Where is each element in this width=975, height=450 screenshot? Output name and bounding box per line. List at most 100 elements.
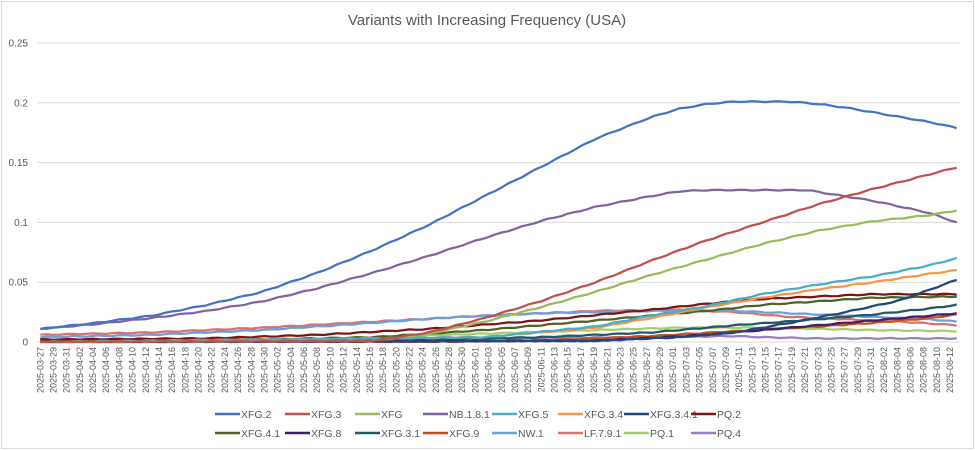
legend-item: XFG.8: [285, 428, 342, 440]
legend-label: XFG.3: [311, 409, 342, 421]
x-tick-label: 2025-06-05: [497, 347, 507, 393]
y-tick-label: 0.2: [14, 98, 28, 109]
legend-item: NB.1.8.1: [423, 409, 490, 421]
x-tick-label: 2025-04-30: [259, 347, 269, 393]
x-tick-label: 2025-07-01: [668, 347, 678, 393]
legend-item: XFG.9: [423, 428, 480, 440]
y-tick-label: 0: [22, 338, 28, 349]
series-line-nw-1: [40, 309, 957, 339]
x-tick-label: 2025-07-07: [708, 347, 718, 393]
x-tick-label: 2025-04-26: [233, 347, 243, 393]
legend-label: PQ.4: [717, 428, 741, 440]
legend-label: XFG.8: [311, 428, 342, 440]
legend-item: PQ.1: [624, 428, 674, 440]
x-tick-label: 2025-06-27: [642, 347, 652, 393]
legend-item: XFG.3.4.1: [624, 409, 698, 421]
x-tick-label: 2025-05-16: [365, 347, 375, 393]
x-tick-label: 2025-05-26: [431, 347, 441, 393]
x-tick-label: 2025-04-24: [220, 347, 230, 393]
legend-label: PQ.1: [650, 428, 674, 440]
x-tick-label: 2025-06-21: [602, 347, 612, 393]
x-tick-label: 2025-07-15: [761, 347, 771, 393]
y-tick-label: 0.1: [14, 218, 28, 229]
legend-item: NW.1: [492, 428, 544, 440]
x-tick-label: 2025-07-13: [747, 347, 757, 393]
x-tick-label: 2025-07-09: [721, 347, 731, 393]
x-tick-label: 2025-06-01: [470, 347, 480, 393]
x-tick-label: 2025-07-03: [681, 347, 691, 393]
x-tick-label: 2025-06-29: [655, 347, 665, 393]
y-tick-label: 0.05: [9, 278, 29, 289]
legend-label: XFG.3.1: [381, 428, 420, 440]
x-tick-label: 2025-06-07: [510, 347, 520, 393]
x-tick-label: 2025-07-31: [866, 347, 876, 393]
x-tick-label: 2025-04-04: [88, 347, 98, 393]
x-axis-ticks: 2025-03-27 2025-03-29 2025-03-31 2025-04-02…: [35, 347, 955, 393]
x-tick-label: 2025-06-15: [563, 347, 573, 393]
legend-item: LF.7.9.1: [558, 428, 622, 440]
x-tick-label: 2025-03-27: [35, 347, 45, 393]
x-tick-label: 2025-07-21: [800, 347, 810, 393]
x-tick-label: 2025-06-19: [589, 347, 599, 393]
legend-label: LF.7.9.1: [584, 428, 622, 440]
x-tick-label: 2025-03-29: [48, 347, 58, 393]
x-tick-label: 2025-06-23: [615, 347, 625, 393]
x-tick-label: 2025-04-28: [246, 347, 256, 393]
x-tick-label: 2025-07-23: [813, 347, 823, 393]
x-tick-label: 2025-06-11: [536, 347, 546, 392]
chart-title: Variants with Increasing Frequency (USA): [348, 12, 626, 29]
legend-item: PQ.4: [691, 428, 741, 440]
x-tick-label: 2025-04-16: [167, 347, 177, 393]
legend-item: XFG.4.1: [215, 428, 280, 440]
legend-item: XFG.3.4: [558, 409, 623, 421]
y-tick-label: 0.25: [9, 39, 29, 50]
x-tick-label: 2025-05-20: [391, 347, 401, 393]
x-tick-label: 2025-07-19: [787, 347, 797, 393]
x-tick-label: 2025-04-06: [101, 347, 111, 393]
x-tick-label: 2025-07-25: [826, 347, 836, 393]
legend-label: XFG.5: [518, 409, 549, 421]
x-tick-label: 2025-07-29: [853, 347, 863, 393]
x-tick-label: 2025-05-22: [404, 347, 414, 393]
x-tick-label: 2025-05-08: [312, 347, 322, 393]
x-tick-label: 2025-05-24: [418, 347, 428, 393]
x-tick-label: 2025-06-17: [576, 347, 586, 393]
x-tick-label: 2025-05-30: [457, 347, 467, 393]
legend-item: PQ.2: [691, 409, 741, 421]
x-tick-label: 2025-07-17: [774, 347, 784, 393]
x-tick-label: 2025-05-02: [273, 347, 283, 393]
legend-item: XFG.3.1: [355, 428, 420, 440]
x-tick-label: 2025-05-18: [378, 347, 388, 393]
series-line-pq-2: [40, 292, 957, 342]
x-tick-label: 2025-08-02: [879, 347, 889, 393]
x-tick-label: 2025-06-25: [629, 347, 639, 393]
series-line-xfg: [40, 209, 957, 344]
x-tick-label: 2025-05-14: [352, 347, 362, 393]
x-tick-label: 2025-06-09: [523, 347, 533, 393]
x-tick-label: 2025-04-10: [128, 347, 138, 393]
legend: XFG.2 XFG.3 XFG NB.1.8.1 XFG.5 XFG.3.4 XFG.3.4…: [215, 409, 741, 440]
x-tick-label: 2025-05-28: [444, 347, 454, 393]
x-tick-label: 2025-08-10: [932, 347, 942, 393]
x-tick-label: 2025-06-03: [484, 347, 494, 393]
legend-label: NB.1.8.1: [449, 409, 490, 421]
legend-label: XFG.3.4.1: [650, 409, 698, 421]
series-line-xfg-2: [40, 99, 958, 330]
x-tick-label: 2025-05-04: [286, 347, 296, 393]
x-tick-label: 2025-04-08: [114, 347, 124, 393]
x-tick-label: 2025-08-08: [919, 347, 929, 393]
legend-item: XFG: [355, 409, 403, 421]
x-tick-label: 2025-07-05: [695, 347, 705, 393]
x-tick-label: 2025-08-12: [945, 347, 955, 393]
x-tick-label: 2025-08-04: [892, 347, 902, 393]
x-tick-label: 2025-07-11: [734, 347, 744, 392]
x-tick-label: 2025-06-13: [550, 347, 560, 393]
x-tick-label: 2025-04-18: [180, 347, 190, 393]
x-tick-label: 2025-05-12: [339, 347, 349, 393]
legend-label: XFG.2: [241, 409, 272, 421]
x-tick-label: 2025-04-12: [141, 347, 151, 393]
y-tick-label: 0.15: [9, 158, 29, 169]
series-line-nb-1-8-1: [40, 188, 957, 330]
